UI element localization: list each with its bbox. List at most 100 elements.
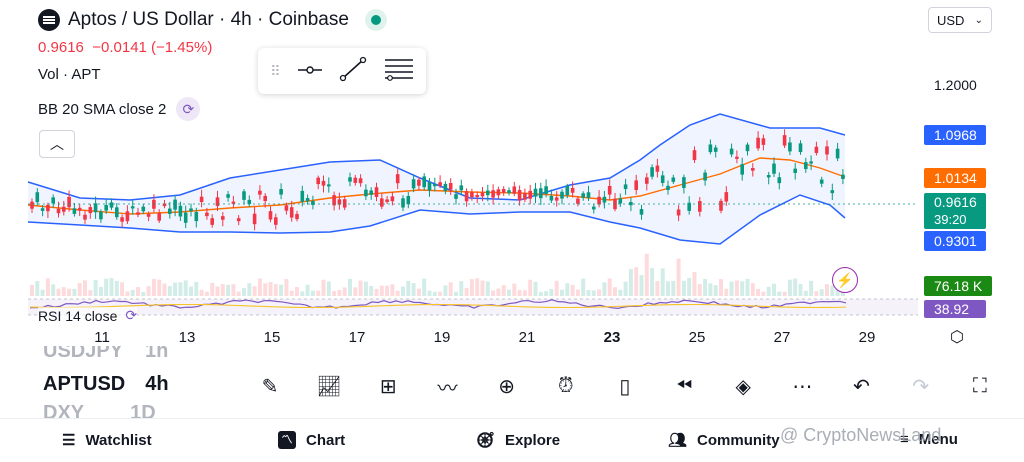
symbol-picker[interactable]: USDJPY 1h APTUSD 4h DXY 1D: [43, 346, 183, 418]
volume-bar: [422, 278, 427, 296]
volume-bar: [734, 280, 739, 296]
candle-body: [533, 188, 538, 197]
symbol-header[interactable]: Aptos / US Dollar · 4h · Coinbase: [38, 9, 387, 31]
people-icon: 👥︎: [668, 432, 688, 449]
currency-select[interactable]: USD ⌄: [928, 7, 992, 33]
nav-community[interactable]: 👥︎ Community: [668, 431, 780, 450]
volume-bar: [459, 281, 464, 296]
candle-body: [687, 202, 691, 211]
candle-body: [676, 209, 681, 216]
candle-body: [109, 202, 114, 208]
candle-body: [83, 214, 87, 220]
volume-bar: [61, 287, 66, 296]
candle-body: [703, 172, 707, 181]
chart-up-icon[interactable]: 📈︎: [316, 375, 342, 398]
rewind-icon[interactable]: ⏪︎: [676, 374, 693, 397]
volume-bar: [777, 291, 782, 296]
candle-body: [835, 148, 840, 159]
volume-bar: [321, 279, 326, 296]
drag-handle-icon[interactable]: ⠿: [270, 62, 281, 79]
bottom-nav: ☰ Watchlist 〽 Chart 🧭︎ Explore 👥︎ Community …: [0, 418, 1024, 462]
horizontal-line-icon[interactable]: [297, 61, 323, 82]
rsi-tag: 38.92: [924, 300, 986, 318]
volume-bar: [464, 287, 469, 296]
collapse-legend-button[interactable]: ︿: [39, 130, 75, 158]
nav-menu[interactable]: ≡ Menu: [900, 431, 958, 448]
grid-icon[interactable]: ⊞: [379, 375, 397, 398]
x-tick: 27: [773, 329, 791, 346]
candle-body: [623, 184, 628, 190]
nav-chart[interactable]: 〽 Chart: [278, 431, 345, 449]
volume-indicator-label[interactable]: Vol · APT: [38, 66, 101, 83]
undo-icon[interactable]: ↶: [853, 375, 870, 398]
symbol-prev[interactable]: USDJPY 1h: [43, 346, 168, 363]
volume-bar: [284, 279, 289, 296]
candle-body: [766, 175, 771, 178]
lightning-icon[interactable]: ⚡: [832, 267, 858, 293]
volume-bar: [454, 291, 458, 296]
price-chart[interactable]: [0, 0, 1024, 330]
bollinger-indicator[interactable]: BB 20 SMA close 2 ⟳: [38, 97, 201, 121]
nav-explore[interactable]: 🧭︎ Explore: [476, 431, 561, 450]
volume-bar: [766, 286, 771, 296]
candle-body: [231, 201, 236, 204]
volume-bar: [666, 281, 670, 296]
volume-bar: [242, 288, 246, 296]
volume-bar: [273, 284, 278, 296]
redo-icon[interactable]: ↷: [912, 375, 930, 398]
refresh-icon[interactable]: ⟳: [125, 307, 138, 323]
alarm-icon[interactable]: ⏰︎: [557, 374, 574, 397]
nav-label: Explore: [505, 431, 561, 449]
refresh-icon[interactable]: ⟳: [176, 97, 201, 121]
volume-bar: [194, 281, 199, 296]
volume-bar: [724, 288, 729, 296]
settings-hex-icon[interactable]: ⬡: [950, 329, 964, 346]
volume-bar: [660, 268, 665, 296]
candle-body: [475, 194, 479, 197]
volume-bar: [385, 285, 390, 296]
candle-body: [194, 212, 199, 222]
candle-body: [157, 212, 161, 221]
volume-bar: [146, 286, 151, 296]
volume-bar: [544, 291, 549, 296]
nav-watchlist[interactable]: ☰ Watchlist: [62, 431, 152, 450]
candle-body: [713, 147, 718, 152]
symbol-next[interactable]: DXY 1D: [43, 402, 156, 418]
volume-bar: [236, 291, 241, 296]
volume-bar: [40, 289, 45, 296]
layers-icon[interactable]: ◈: [735, 375, 751, 398]
candle-body: [268, 211, 273, 220]
candle-body: [46, 204, 50, 212]
candle-body: [464, 191, 469, 202]
volume-bar: [522, 290, 527, 296]
trend-icon[interactable]: 〰: [437, 377, 458, 400]
candle-body: [178, 205, 183, 217]
symbol-current[interactable]: APTUSD 4h: [43, 373, 169, 396]
candle-body: [162, 203, 167, 207]
volume-bar: [401, 286, 405, 296]
trend-line-icon[interactable]: [339, 56, 367, 87]
volume-bar: [581, 278, 586, 296]
volume-bar: [183, 280, 188, 296]
candle-body: [740, 164, 744, 175]
candle-body: [639, 209, 644, 215]
fib-retracement-icon[interactable]: [384, 57, 414, 86]
volume-bar: [279, 284, 284, 296]
rsi-indicator[interactable]: RSI 14 close ⟳: [38, 307, 138, 324]
plus-icon[interactable]: ⊕: [498, 375, 515, 398]
candle-body: [660, 175, 665, 183]
volume-bar: [130, 289, 135, 296]
more-icon[interactable]: ⋯: [792, 375, 813, 398]
volume-bar: [51, 284, 56, 296]
candle-body: [602, 196, 607, 203]
symbol-name: DXY: [43, 402, 85, 418]
lower-band-tag: 0.9301: [924, 231, 986, 251]
pen-icon[interactable]: ✎: [261, 375, 279, 398]
x-tick: 17: [348, 329, 366, 346]
fullscreen-icon[interactable]: ⛶: [972, 374, 987, 397]
band-fill: [28, 114, 845, 244]
change-value: −0.0141: [92, 39, 147, 56]
candle-body: [804, 162, 808, 170]
volume-bar: [528, 279, 533, 296]
candles-icon[interactable]: ▯: [619, 375, 631, 398]
